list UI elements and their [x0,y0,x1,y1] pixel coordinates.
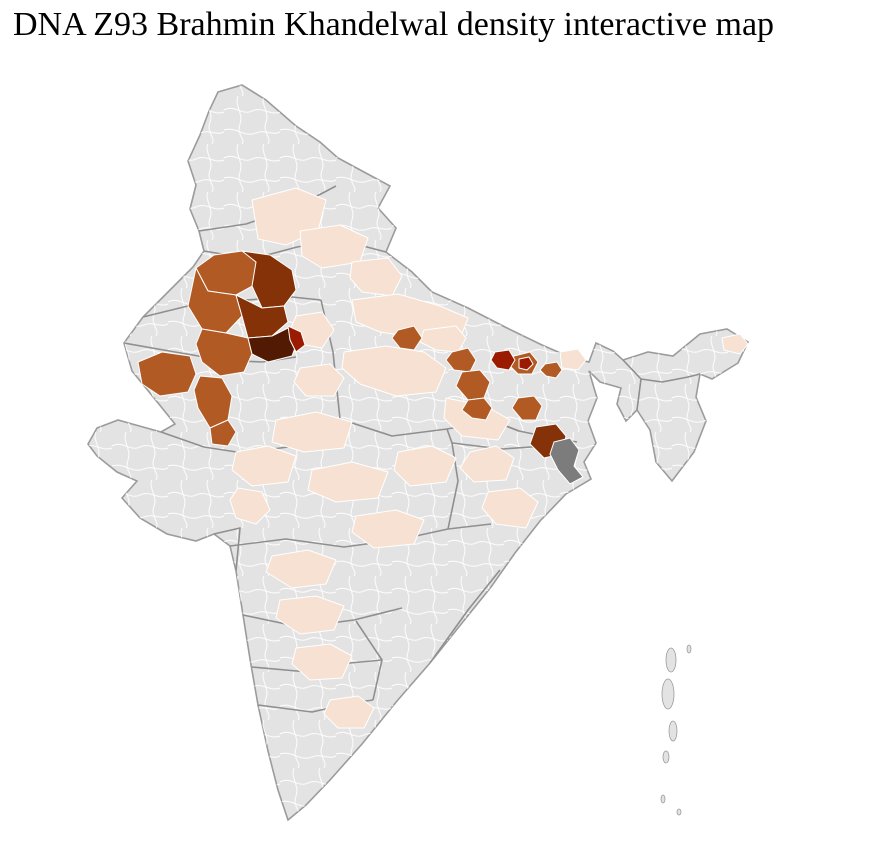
district-darkred[interactable] [490,349,516,371]
state-border-line [636,378,642,411]
district-low[interactable] [459,445,515,483]
state-border-line [451,442,547,450]
state-border-line [622,359,701,383]
island [660,794,666,804]
island [676,808,682,816]
district-medium[interactable] [187,267,243,334]
district-low[interactable] [291,643,353,681]
district-regions[interactable] [137,187,749,729]
district-low[interactable] [481,487,539,529]
island-group [660,644,692,816]
district-darkred[interactable] [287,325,306,353]
district-low[interactable] [393,445,457,487]
district-low[interactable] [265,549,337,589]
district-low[interactable] [351,509,425,549]
district-metro[interactable] [549,437,584,485]
state-border-line [429,569,501,664]
island [662,750,670,764]
district-medium[interactable] [195,328,253,377]
district-medium[interactable] [511,395,543,421]
state-border-line [213,527,241,572]
district-high[interactable] [235,294,289,339]
district-medium[interactable] [209,419,237,447]
district-low[interactable] [293,363,345,397]
district-medium[interactable] [539,361,563,379]
district-low[interactable] [231,445,297,487]
island [661,678,675,710]
island [668,720,678,742]
district-low[interactable] [559,348,587,371]
district-medium[interactable] [461,397,493,421]
state-border-line [446,428,459,530]
district-low[interactable] [271,411,353,453]
page-title: DNA Z93 Brahmin Khandelwal density inter… [13,6,775,43]
island [665,647,677,673]
island [686,644,692,654]
district-low[interactable] [307,461,389,503]
district-medium[interactable] [137,351,197,397]
district-low[interactable] [721,333,749,355]
district-medium[interactable] [391,325,423,351]
district-low[interactable] [275,595,345,635]
district-low[interactable] [323,695,375,729]
district-low[interactable] [341,345,447,397]
district-darkred[interactable] [518,356,534,371]
district-low[interactable] [229,487,271,525]
